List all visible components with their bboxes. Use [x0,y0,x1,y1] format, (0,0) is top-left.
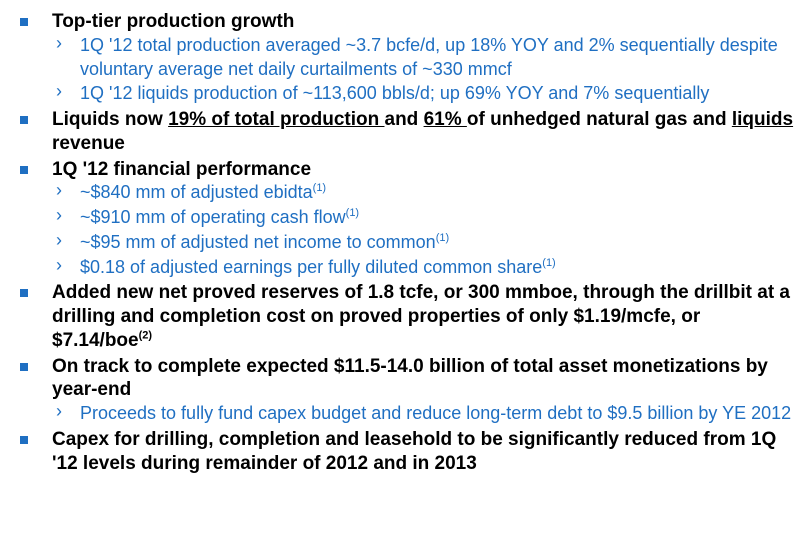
sub-bullet-list: ~$840 mm of adjusted ebidta(1) ~$910 mm o… [52,181,800,279]
sub-bullet-2-2: ~$95 mm of adjusted net income to common… [52,231,800,255]
main-bullet-2: 1Q '12 financial performance~$840 mm of … [0,158,800,280]
main-bullet-3: Added new net proved reserves of 1.8 tcf… [0,281,800,352]
sub-bullet-0-1: 1Q '12 liquids production of ~113,600 bb… [52,82,800,106]
sub-bullet-text: 1Q '12 liquids production of ~113,600 bb… [80,83,709,103]
sub-bullet-text: Proceeds to fully fund capex budget and … [80,403,791,423]
main-bullet-text: Capex for drilling, completion and lease… [52,429,776,474]
sub-bullet-text: $0.18 of adjusted earnings per fully dil… [80,257,556,277]
main-bullet-5: Capex for drilling, completion and lease… [0,428,800,476]
sub-bullet-list: 1Q '12 total production averaged ~3.7 bc… [52,34,800,106]
main-bullet-0: Top-tier production growth 1Q '12 total p… [0,10,800,106]
main-bullet-text: Top-tier production growth [52,11,294,32]
main-bullet-text: 1Q '12 financial performance [52,159,311,180]
sub-bullet-2-0: ~$840 mm of adjusted ebidta(1) [52,181,800,205]
main-bullet-list: Top-tier production growth 1Q '12 total p… [0,10,800,475]
sub-bullet-2-3: $0.18 of adjusted earnings per fully dil… [52,256,800,280]
sub-bullet-0-0: 1Q '12 total production averaged ~3.7 bc… [52,34,800,82]
sub-bullet-4-0: Proceeds to fully fund capex budget and … [52,402,800,426]
main-bullet-1: Liquids now 19% of total production and … [0,108,800,156]
main-bullet-text: Liquids now 19% of total production and … [52,109,793,154]
sub-bullet-list: Proceeds to fully fund capex budget and … [52,402,800,426]
sub-bullet-2-1: ~$910 mm of operating cash flow(1) [52,206,800,230]
sub-bullet-text: ~$95 mm of adjusted net income to common… [80,232,449,252]
main-bullet-4: On track to complete expected $11.5-14.0… [0,355,800,426]
main-bullet-text: Added new net proved reserves of 1.8 tcf… [52,282,790,351]
sub-bullet-text: 1Q '12 total production averaged ~3.7 bc… [80,35,778,79]
main-bullet-text: On track to complete expected $11.5-14.0… [52,356,768,401]
sub-bullet-text: ~$840 mm of adjusted ebidta(1) [80,182,326,202]
sub-bullet-text: ~$910 mm of operating cash flow(1) [80,207,359,227]
